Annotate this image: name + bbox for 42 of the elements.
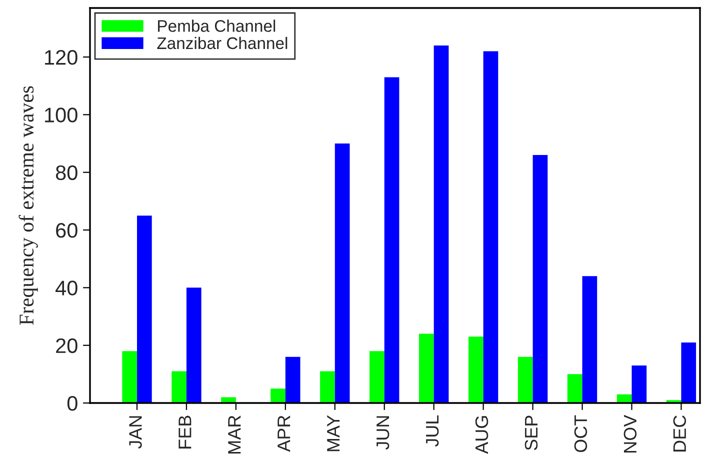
bar [468,336,484,403]
x-tick-label: JUN [376,416,390,450]
bar [384,77,400,403]
y-tick-label: 60 [56,223,78,238]
x-tick-label: MAR [228,416,241,454]
bar [582,276,598,403]
x-tick-label: FEB [178,416,192,448]
x-tick-label: JAN [129,416,142,449]
bar [186,288,202,403]
legend-label: Pemba Channel [158,20,276,32]
bar [483,51,498,403]
y-tick-label: 0 [67,396,78,411]
bar [681,342,696,403]
bar [122,351,137,403]
x-tick-label: NOV [624,414,637,452]
bar [567,374,582,403]
bar [137,216,152,403]
x-tick-label: MAY [327,415,340,452]
bar [320,371,335,403]
x-tick-label: DEC [673,415,686,452]
bar [285,356,300,403]
bar [370,351,384,403]
x-tick-label: SEP [524,416,538,450]
bar [270,388,286,403]
bar [418,334,434,403]
bar [434,45,449,403]
legend-label: Zanzibar Channel [157,36,288,50]
x-tick-label: AUG [475,416,488,454]
bar [518,356,533,403]
x-tick-label: OCT [574,415,588,452]
y-tick-label: 20 [56,338,78,354]
y-tick-label: 40 [56,280,78,296]
bar [172,371,186,403]
y-tick-label: 120 [45,50,78,65]
bar [632,366,647,403]
bar [532,155,548,403]
y-axis-title: Frequency of extreme waves [18,86,38,325]
x-tick-label: APR [278,416,290,452]
x-tick-label: JUL [426,415,439,447]
bar [334,144,350,403]
y-tick-label: 80 [56,165,78,180]
y-tick-label: 100 [45,108,78,122]
